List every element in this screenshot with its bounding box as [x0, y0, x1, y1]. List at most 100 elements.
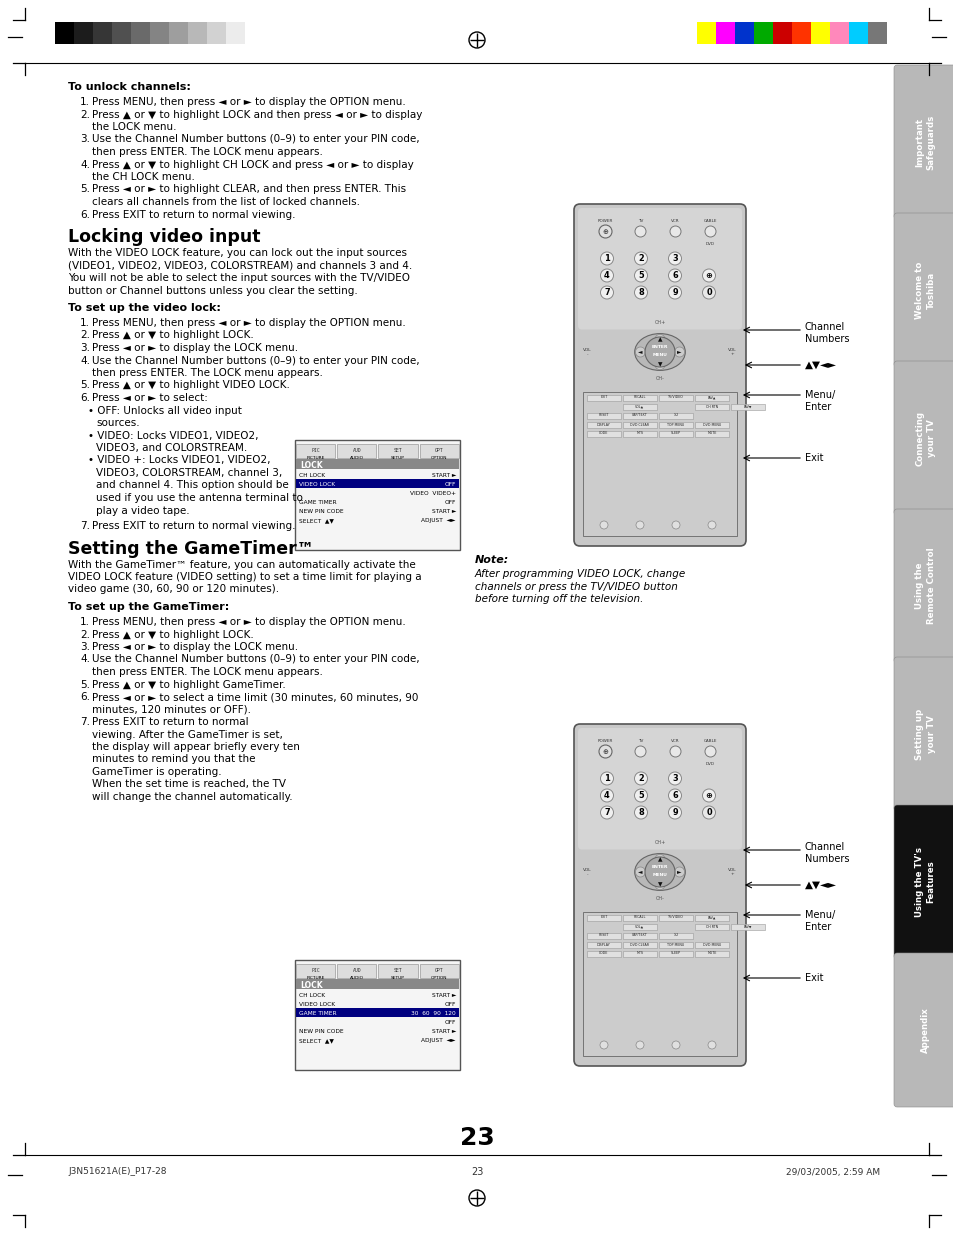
Bar	[586, 431, 620, 437]
Text: Note:: Note:	[475, 555, 509, 565]
Text: CABLE: CABLE	[703, 739, 717, 743]
Text: Press ◄ or ► to display the LOCK menu.: Press ◄ or ► to display the LOCK menu.	[91, 343, 297, 353]
Text: 29/03/2005, 2:59 AM: 29/03/2005, 2:59 AM	[785, 1167, 879, 1176]
Text: VOL
+: VOL +	[727, 868, 737, 876]
Text: DVD CLEAR: DVD CLEAR	[630, 422, 649, 427]
Bar	[695, 942, 728, 948]
Circle shape	[644, 856, 675, 887]
Bar	[622, 924, 657, 930]
Text: 0: 0	[705, 808, 711, 817]
Text: FAV▼: FAV▼	[743, 924, 751, 928]
Text: FAV▲: FAV▲	[707, 916, 716, 919]
Text: VIDEO LOCK: VIDEO LOCK	[298, 482, 335, 487]
Bar	[695, 951, 728, 958]
Bar	[730, 924, 764, 930]
Circle shape	[668, 806, 680, 819]
Text: FAV▼: FAV▼	[743, 405, 751, 408]
Text: and channel 4. This option should be: and channel 4. This option should be	[96, 480, 289, 490]
Text: 7.: 7.	[80, 717, 90, 727]
Circle shape	[599, 1041, 607, 1049]
Text: 7: 7	[603, 288, 609, 297]
FancyBboxPatch shape	[893, 213, 953, 366]
Text: 3.: 3.	[80, 343, 90, 353]
Text: SETUP: SETUP	[391, 457, 405, 460]
Text: 2.: 2.	[80, 110, 90, 120]
Bar	[295, 1008, 458, 1017]
Text: SELECT  ▲▼: SELECT ▲▼	[298, 1038, 334, 1043]
Text: the LOCK menu.: the LOCK menu.	[91, 122, 176, 132]
Text: VOL▲: VOL▲	[635, 405, 644, 408]
Text: CAP/TEXT: CAP/TEXT	[632, 413, 647, 417]
Text: ENTER: ENTER	[651, 865, 667, 869]
Bar	[150, 22, 169, 44]
Text: 2: 2	[638, 774, 643, 784]
Text: MENU: MENU	[652, 353, 667, 357]
Text: Use the Channel Number buttons (0–9) to enter your PIN code,: Use the Channel Number buttons (0–9) to …	[91, 135, 419, 144]
Text: Press ▲ or ▼ to highlight VIDEO LOCK.: Press ▲ or ▼ to highlight VIDEO LOCK.	[91, 380, 290, 390]
Text: RECALL: RECALL	[633, 916, 645, 919]
Text: 5: 5	[638, 271, 643, 280]
Bar	[695, 395, 728, 401]
Bar	[586, 413, 620, 420]
Text: VIDEO LOCK feature (VIDEO setting) to set a time limit for playing a: VIDEO LOCK feature (VIDEO setting) to se…	[68, 573, 421, 582]
Text: ⊕: ⊕	[602, 228, 608, 234]
Circle shape	[635, 747, 645, 756]
Bar	[622, 404, 657, 410]
Text: After programming VIDEO LOCK, change: After programming VIDEO LOCK, change	[475, 569, 685, 579]
Bar	[582, 912, 737, 1056]
Text: • VIDEO: Locks VIDEO1, VIDEO2,: • VIDEO: Locks VIDEO1, VIDEO2,	[88, 431, 258, 441]
Text: GAME TIMER: GAME TIMER	[298, 1011, 336, 1016]
Text: 5.: 5.	[80, 185, 90, 195]
Bar	[169, 22, 188, 44]
Text: 30  60  90  120: 30 60 90 120	[411, 1011, 456, 1016]
Bar	[659, 422, 692, 428]
Text: viewing. After the GameTimer is set,: viewing. After the GameTimer is set,	[91, 729, 283, 739]
Text: Press ▲ or ▼ to highlight LOCK and then press ◄ or ► to display: Press ▲ or ▼ to highlight LOCK and then …	[91, 110, 422, 120]
Text: then press ENTER. The LOCK menu appears.: then press ENTER. The LOCK menu appears.	[91, 668, 322, 677]
Bar	[207, 22, 226, 44]
Text: PICTURE: PICTURE	[306, 976, 324, 980]
Text: ▼: ▼	[657, 362, 661, 368]
Text: Menu/
Enter: Menu/ Enter	[804, 909, 835, 932]
Text: OFF: OFF	[444, 500, 456, 505]
Circle shape	[635, 347, 645, 357]
Text: button or Channel buttons unless you clear the setting.: button or Channel buttons unless you cle…	[68, 285, 357, 295]
Circle shape	[668, 286, 680, 299]
Text: 4: 4	[603, 271, 609, 280]
Text: ▲: ▲	[657, 337, 661, 342]
Bar	[295, 964, 335, 979]
Text: CH RTN: CH RTN	[705, 924, 718, 928]
Text: 1.: 1.	[80, 318, 90, 328]
Text: used if you use the antenna terminal to: used if you use the antenna terminal to	[96, 494, 302, 503]
Text: the CH LOCK menu.: the CH LOCK menu.	[91, 172, 194, 181]
Bar	[245, 22, 264, 44]
Circle shape	[644, 337, 675, 366]
Text: 5.: 5.	[80, 680, 90, 690]
Text: ◄: ◄	[638, 870, 642, 875]
Text: Important
Safeguards: Important Safeguards	[915, 115, 935, 169]
Text: VIDEO LOCK: VIDEO LOCK	[298, 1002, 335, 1007]
Bar	[697, 22, 716, 44]
Circle shape	[701, 789, 715, 802]
Text: PIC: PIC	[311, 969, 319, 974]
Text: Welcome to
Toshiba: Welcome to Toshiba	[915, 262, 935, 318]
Text: OFF: OFF	[444, 1021, 456, 1025]
Text: DVD MENU: DVD MENU	[702, 943, 720, 946]
Text: ⊕: ⊕	[602, 749, 608, 754]
Text: Menu/
Enter: Menu/ Enter	[804, 390, 835, 412]
Circle shape	[671, 521, 679, 529]
Circle shape	[655, 334, 664, 344]
Text: VCR: VCR	[671, 739, 679, 743]
Bar	[586, 933, 620, 939]
Text: 5.: 5.	[80, 380, 90, 390]
Text: 5: 5	[638, 791, 643, 800]
Text: Use the Channel Number buttons (0–9) to enter your PIN code,: Use the Channel Number buttons (0–9) to …	[91, 355, 419, 365]
Text: then press ENTER. The LOCK menu appears.: then press ENTER. The LOCK menu appears.	[91, 147, 322, 157]
Text: START ►: START ►	[431, 473, 456, 478]
Bar	[848, 22, 867, 44]
Bar	[419, 964, 458, 979]
Text: START ►: START ►	[431, 508, 456, 515]
Text: 1: 1	[603, 254, 609, 263]
Bar	[772, 22, 791, 44]
Circle shape	[636, 1041, 643, 1049]
